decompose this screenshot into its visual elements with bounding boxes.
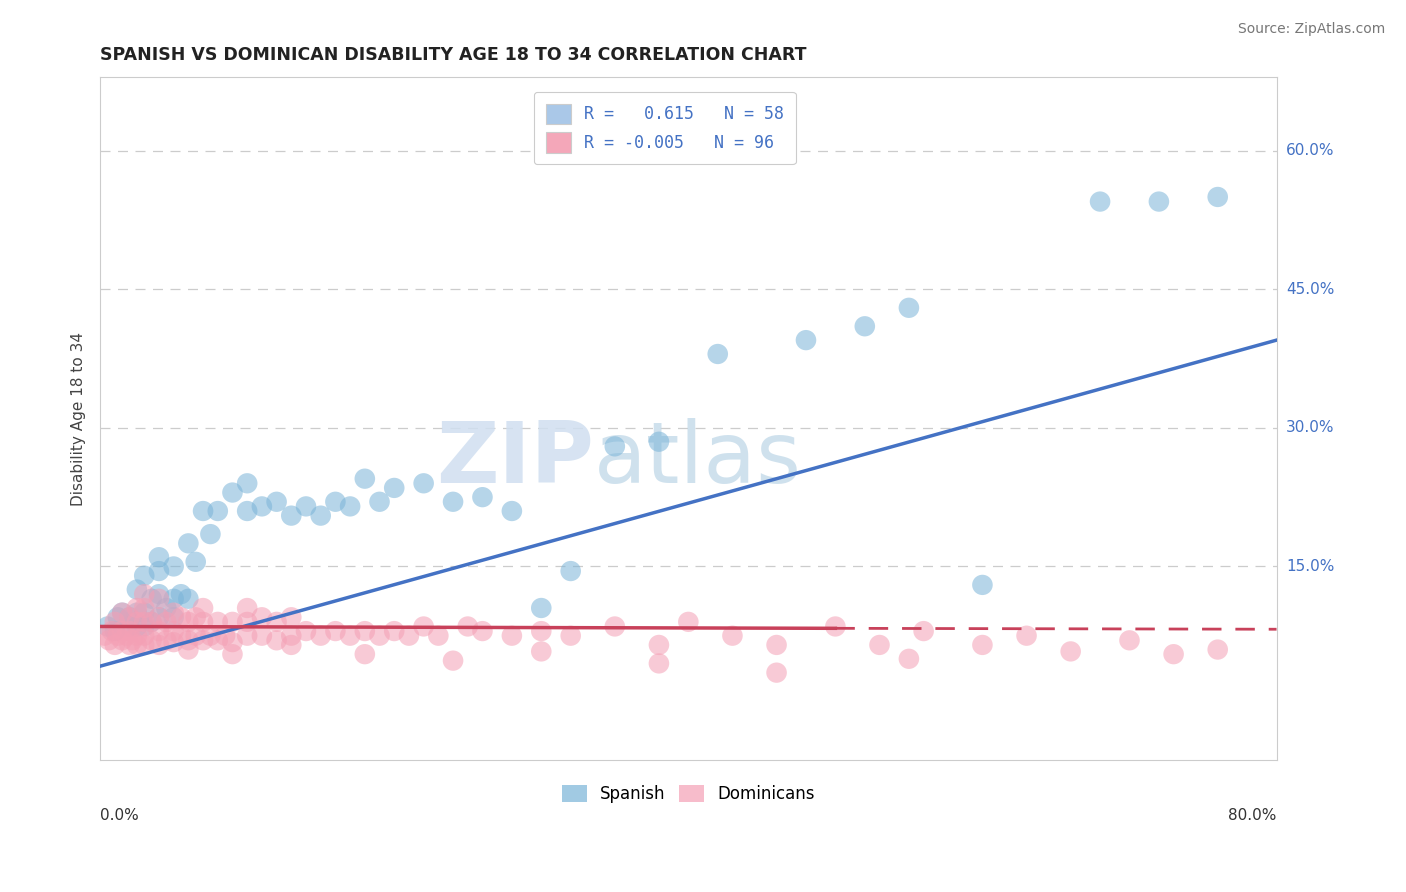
Text: SPANISH VS DOMINICAN DISABILITY AGE 18 TO 34 CORRELATION CHART: SPANISH VS DOMINICAN DISABILITY AGE 18 T… (100, 46, 807, 64)
Text: 0.0%: 0.0% (100, 808, 139, 823)
Text: ZIP: ZIP (436, 418, 595, 501)
Text: 60.0%: 60.0% (1286, 144, 1334, 158)
Text: 80.0%: 80.0% (1229, 808, 1277, 823)
Y-axis label: Disability Age 18 to 34: Disability Age 18 to 34 (72, 332, 86, 506)
Text: atlas: atlas (595, 418, 803, 501)
Text: Source: ZipAtlas.com: Source: ZipAtlas.com (1237, 22, 1385, 37)
Text: 15.0%: 15.0% (1286, 559, 1334, 574)
Legend: Spanish, Dominicans: Spanish, Dominicans (555, 779, 821, 810)
Text: 45.0%: 45.0% (1286, 282, 1334, 297)
Text: 30.0%: 30.0% (1286, 420, 1334, 435)
